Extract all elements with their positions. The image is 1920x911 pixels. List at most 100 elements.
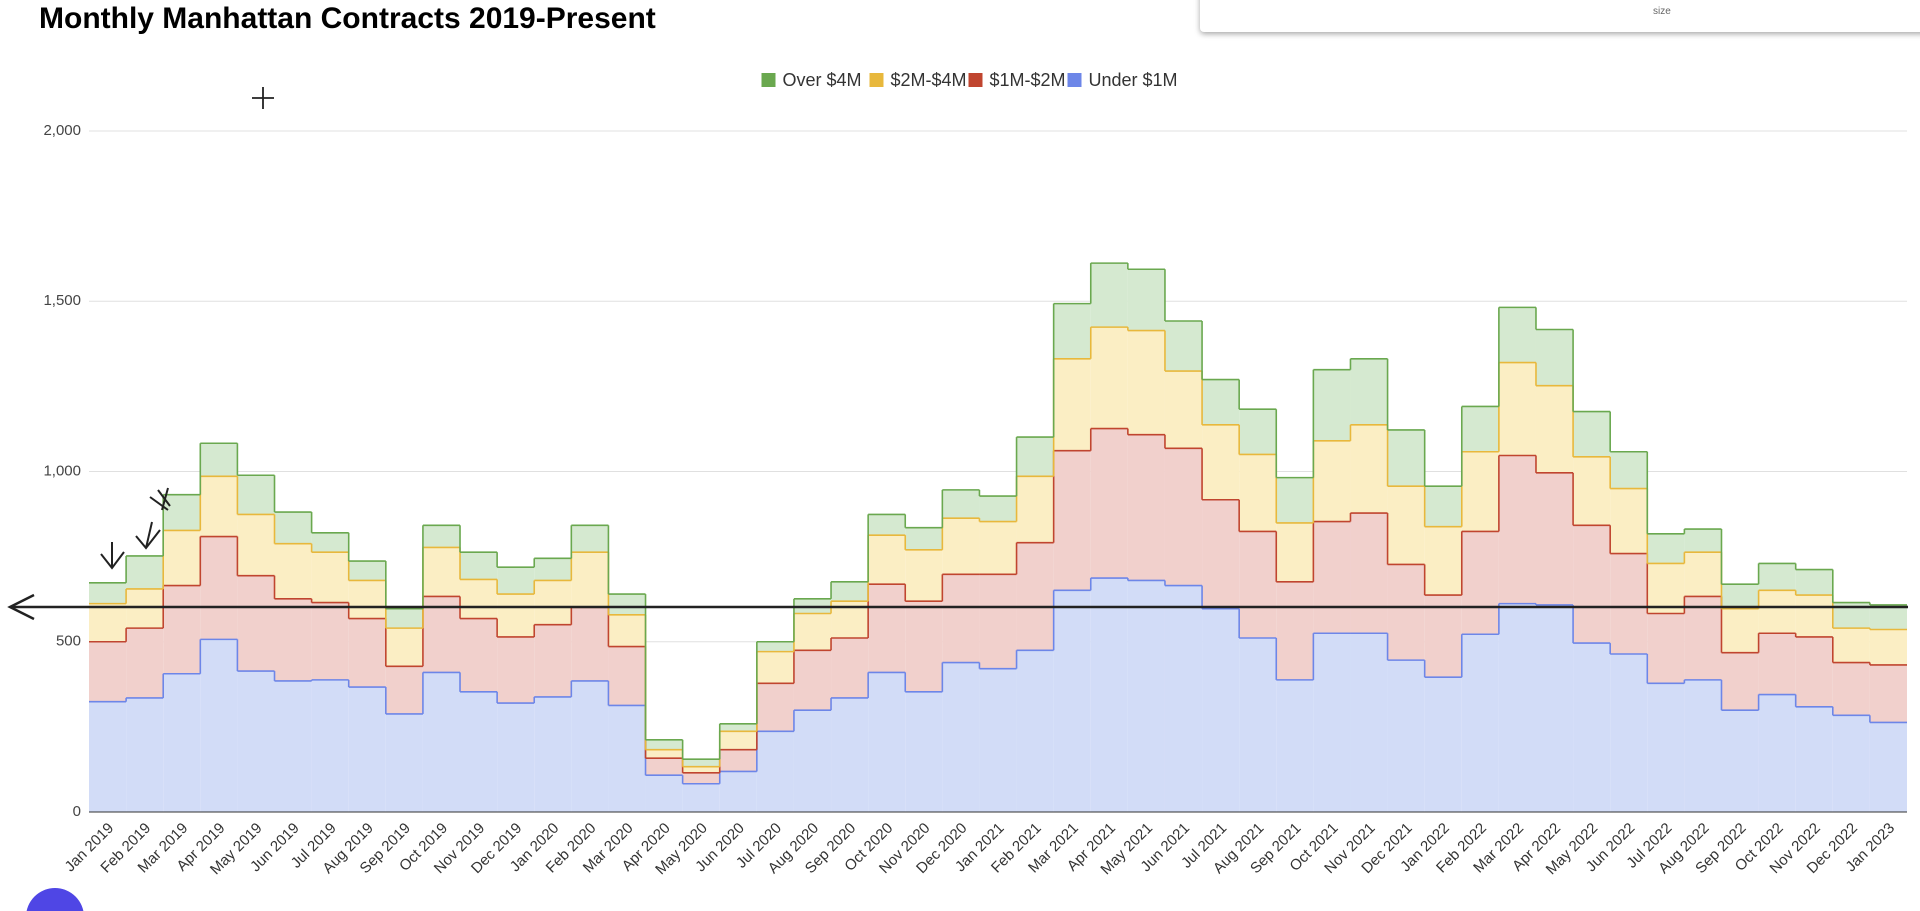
area-segment xyxy=(311,532,349,553)
area-segment xyxy=(1869,722,1907,812)
area-segment xyxy=(1461,634,1499,812)
area-segment xyxy=(979,496,1017,522)
area-segment xyxy=(1164,448,1203,586)
area-segment xyxy=(1795,595,1833,637)
area-segment xyxy=(348,561,386,581)
area-segment xyxy=(1795,569,1833,596)
area-segment xyxy=(1647,533,1685,564)
area-segment xyxy=(1684,679,1722,812)
area-segment xyxy=(237,514,275,576)
area-segment xyxy=(348,618,386,688)
area-segment xyxy=(460,618,498,692)
area-segment xyxy=(1832,602,1870,629)
area-segment xyxy=(1127,330,1165,435)
area-segment xyxy=(1461,531,1499,635)
area-segment xyxy=(1647,683,1685,812)
area-segment xyxy=(1239,638,1277,812)
area-segment xyxy=(460,552,498,580)
area-segment xyxy=(756,651,794,684)
area-segment xyxy=(608,705,646,812)
area-segment xyxy=(868,584,906,673)
area-segment xyxy=(942,489,980,519)
area-segment xyxy=(1498,307,1536,363)
area-segment xyxy=(1313,633,1351,812)
area-segment xyxy=(1721,710,1759,812)
area-segment xyxy=(1535,472,1574,605)
legend-label: $2M-$4M xyxy=(891,70,967,90)
area-segment xyxy=(571,680,609,812)
area-segment xyxy=(1350,513,1388,634)
area-segment xyxy=(422,547,461,597)
area-segment xyxy=(163,530,201,586)
legend-swatch xyxy=(869,73,884,87)
area-segment xyxy=(1461,451,1499,532)
y-tick-label: 0 xyxy=(73,803,81,820)
area-segment xyxy=(200,639,238,812)
legend-swatch xyxy=(1067,73,1082,87)
area-segment xyxy=(1721,608,1759,653)
area-segment xyxy=(1053,590,1091,812)
area-segment xyxy=(571,607,609,681)
area-segment xyxy=(1016,437,1054,477)
area-segment xyxy=(1498,455,1536,604)
area-segment xyxy=(1202,424,1240,500)
annotation-toolbar[interactable]: size xyxy=(1200,0,1920,32)
area-segment xyxy=(571,552,609,608)
area-segment xyxy=(1276,581,1314,680)
area-segment xyxy=(1276,522,1314,582)
area-segment xyxy=(645,739,683,750)
legend-label: Over $4M xyxy=(783,70,862,90)
area-segment xyxy=(979,668,1017,812)
area-segment xyxy=(1498,362,1536,456)
area-segment xyxy=(534,696,572,812)
area-segment xyxy=(979,521,1017,575)
area-segment xyxy=(237,475,275,515)
area-segment xyxy=(1424,486,1462,527)
area-segment xyxy=(1832,628,1870,663)
area-segment xyxy=(608,614,646,647)
area-segment xyxy=(1424,526,1462,596)
area-segment xyxy=(1610,451,1648,489)
y-tick-label: 1,000 xyxy=(43,462,81,479)
area-segment xyxy=(868,514,906,536)
area-segment xyxy=(89,603,127,642)
area-segment xyxy=(1758,633,1796,695)
area-segment xyxy=(682,759,720,767)
area-segment xyxy=(422,525,461,548)
legend-swatch xyxy=(968,73,983,87)
area-segment xyxy=(163,673,201,812)
area-segment xyxy=(460,691,498,812)
area-segment xyxy=(719,731,757,750)
area-segment xyxy=(793,613,832,651)
area-segment xyxy=(1684,596,1722,680)
area-segment xyxy=(1350,424,1388,514)
area-segment xyxy=(1721,652,1759,711)
area-segment xyxy=(274,543,312,599)
legend-label: $1M-$2M xyxy=(990,70,1066,90)
area-segment xyxy=(348,580,386,619)
area-segment xyxy=(1795,636,1833,707)
area-segment xyxy=(89,582,127,604)
area-segment xyxy=(274,598,312,681)
area-segment xyxy=(348,687,386,812)
area-segment xyxy=(89,641,127,702)
area-segment xyxy=(1684,529,1722,553)
area-segment xyxy=(1016,542,1054,651)
area-segment xyxy=(1016,476,1054,543)
area-segment xyxy=(1758,590,1796,634)
area-segment xyxy=(534,558,572,581)
area-segment xyxy=(1387,429,1425,487)
area-segment xyxy=(1498,603,1536,812)
area-segment xyxy=(1127,580,1165,812)
area-segment xyxy=(831,638,869,698)
area-segment xyxy=(905,601,943,692)
area-segment xyxy=(311,679,349,812)
area-segment xyxy=(126,628,164,698)
floating-button[interactable] xyxy=(26,888,84,911)
area-segment xyxy=(1164,371,1203,449)
area-segment xyxy=(719,771,757,812)
area-segment xyxy=(1313,440,1351,522)
area-segment xyxy=(1832,715,1870,812)
area-segment xyxy=(200,536,238,640)
